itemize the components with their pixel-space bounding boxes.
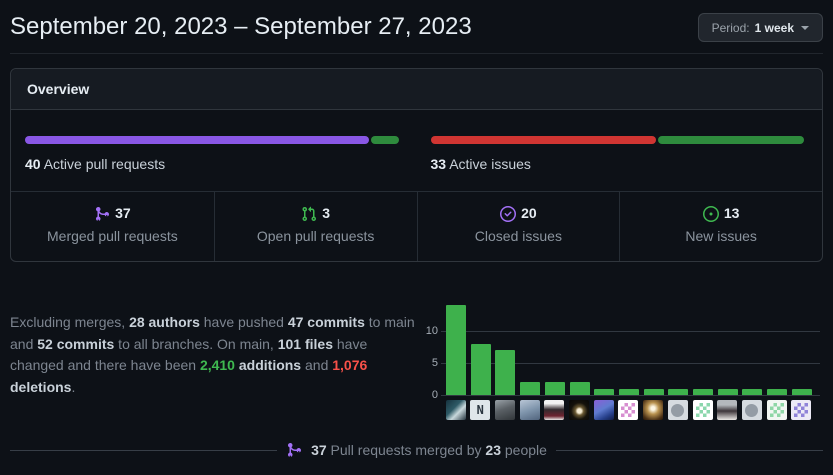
contributor-avatar-default-octocat-avatar[interactable] bbox=[667, 400, 688, 420]
commit-bar bbox=[791, 388, 812, 395]
commits-chart: 0 5 10 N bbox=[425, 294, 833, 428]
octocat-icon bbox=[671, 403, 685, 417]
gridline-y-0 bbox=[441, 395, 820, 396]
contributor-avatar-warm-light-portrait[interactable] bbox=[643, 400, 664, 420]
git-pull-request-icon bbox=[302, 206, 317, 221]
commit-bar bbox=[643, 388, 664, 395]
chevron-down-icon bbox=[801, 25, 809, 30]
page-header: September 20, 2023 – September 27, 2023 … bbox=[10, 0, 823, 54]
period-prefix-label: Period: bbox=[711, 20, 750, 35]
closed-issues-label: Closed issues bbox=[474, 228, 562, 244]
contributor-avatar-purple-identicon[interactable] bbox=[791, 400, 812, 420]
stats-row: 37 Merged pull requests 3 Open pull requ… bbox=[11, 191, 822, 261]
contributor-avatar-hooded-portrait[interactable] bbox=[519, 400, 540, 420]
new-issues-stat[interactable]: 13 New issues bbox=[619, 192, 822, 261]
avatar-letter: N bbox=[476, 403, 484, 417]
identicon-pattern bbox=[695, 403, 710, 417]
commit-bar bbox=[470, 343, 491, 395]
y-axis-tick-label: 10 bbox=[425, 325, 438, 337]
open-pull-requests-count: 3 bbox=[322, 205, 331, 221]
activity-bars-row: 40 Active pull requests 33 Active issues bbox=[11, 110, 822, 191]
new-issues-label: New issues bbox=[685, 228, 757, 244]
caption-divider-right bbox=[555, 449, 823, 451]
contributor-avatar-mint-identicon[interactable] bbox=[692, 400, 713, 420]
contributor-avatar-portrait-gray-bg[interactable] bbox=[717, 400, 738, 420]
closed-issues-count: 20 bbox=[521, 205, 537, 221]
period-dropdown-button[interactable]: Period: 1 week bbox=[697, 13, 823, 42]
contributor-avatar-pink-identicon[interactable] bbox=[618, 400, 639, 420]
active-issues-text: Active issues bbox=[449, 156, 531, 172]
active-pull-requests-block: 40 Active pull requests bbox=[11, 110, 417, 191]
merged-pull-requests-label: Merged pull requests bbox=[47, 228, 178, 244]
active-pull-requests-text: Active pull requests bbox=[43, 156, 166, 172]
progress-segment-closed bbox=[430, 136, 656, 144]
closed-issues-stat[interactable]: 20 Closed issues bbox=[416, 192, 620, 261]
contributor-avatar-portrait-white-frame[interactable] bbox=[544, 400, 565, 420]
commit-bar bbox=[594, 388, 615, 395]
open-pull-requests-stat[interactable]: 3 Open pull requests bbox=[213, 192, 417, 261]
active-pull-requests-count: 40 bbox=[25, 156, 41, 172]
issues-progress-bar bbox=[430, 136, 804, 144]
contributor-avatar-default-octocat-avatar[interactable] bbox=[741, 400, 762, 420]
identicon-pattern bbox=[794, 403, 809, 417]
contributor-avatar-n-logo[interactable]: N bbox=[470, 400, 491, 420]
merged-pull-requests-count: 37 bbox=[115, 205, 131, 221]
commit-bar bbox=[446, 305, 466, 395]
identicon-pattern bbox=[621, 403, 636, 417]
commit-bar bbox=[520, 382, 541, 395]
bottom-section: Excluding merges, 28 authors have pushed… bbox=[10, 262, 823, 475]
pull-requests-progress-bar bbox=[25, 136, 399, 144]
contributor-avatar-grayscale-portrait[interactable] bbox=[494, 400, 515, 420]
issue-opened-icon bbox=[702, 205, 719, 222]
contributor-avatar-mint-identicon-2[interactable] bbox=[766, 400, 787, 420]
contributor-avatar-person-teal-photo[interactable] bbox=[445, 400, 466, 420]
merged-pr-caption-text: 37 Pull requests merged by 23 people bbox=[311, 442, 547, 458]
commit-bar bbox=[717, 388, 738, 395]
progress-segment-new bbox=[657, 136, 804, 144]
y-axis-tick-label: 5 bbox=[431, 357, 438, 369]
commit-bar bbox=[618, 388, 639, 395]
commit-bar bbox=[495, 350, 516, 395]
commit-bar bbox=[767, 388, 788, 395]
active-issues-count: 33 bbox=[430, 156, 447, 172]
overview-panel: Overview 40 Active pull requests 33 Acti… bbox=[10, 68, 823, 262]
y-axis-tick-label: 0 bbox=[431, 389, 438, 401]
commit-bar bbox=[569, 382, 590, 395]
commit-bar bbox=[544, 382, 565, 395]
overview-title: Overview bbox=[27, 81, 90, 97]
open-pull-requests-label: Open pull requests bbox=[256, 228, 375, 244]
identicon-pattern bbox=[769, 403, 784, 417]
commit-bar bbox=[668, 388, 689, 395]
new-issues-count: 13 bbox=[723, 205, 740, 221]
merged-pull-requests-stat[interactable]: 37 Merged pull requests bbox=[11, 192, 214, 261]
active-pull-requests-label: 40 Active pull requests bbox=[25, 154, 399, 174]
active-issues-label: 33 Active issues bbox=[431, 154, 805, 174]
overview-panel-header: Overview bbox=[11, 69, 822, 110]
commit-summary-text: Excluding merges, 28 authors have pushed… bbox=[10, 314, 415, 395]
commit-bar bbox=[693, 388, 713, 395]
page-title: September 20, 2023 – September 27, 2023 bbox=[10, 13, 472, 40]
commit-bar bbox=[742, 388, 763, 395]
period-value: 1 week bbox=[754, 20, 794, 35]
active-issues-block: 33 Active issues bbox=[417, 110, 823, 191]
gridline-y-10 bbox=[441, 331, 820, 332]
caption-divider-left bbox=[10, 449, 278, 451]
issue-closed-icon bbox=[500, 205, 517, 222]
merged-pr-caption: 37 Pull requests merged by 23 people bbox=[10, 442, 823, 458]
git-merge-icon bbox=[96, 206, 110, 221]
contributor-avatar-night-moon-photo[interactable] bbox=[569, 400, 589, 420]
progress-segment-merged bbox=[25, 136, 369, 144]
contributor-avatar-colorful-hat-portrait[interactable] bbox=[593, 400, 614, 420]
git-merge-icon bbox=[288, 443, 302, 458]
progress-segment-open bbox=[370, 136, 399, 144]
octocat-icon bbox=[745, 403, 759, 417]
gridline-y-5 bbox=[441, 363, 820, 364]
